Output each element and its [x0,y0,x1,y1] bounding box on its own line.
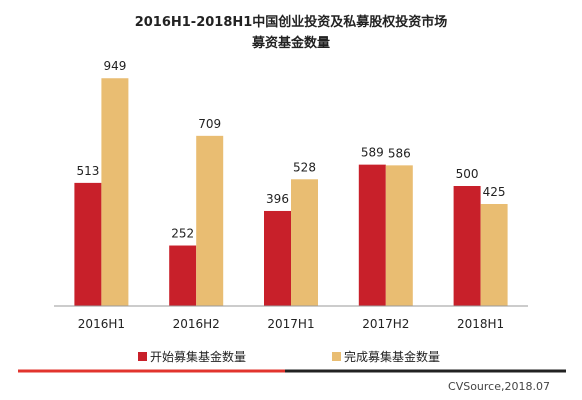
data-label-start-2017H1: 396 [266,192,289,206]
legend-swatch-start [138,352,147,361]
bar-start-2017H1 [264,210,291,306]
bar-start-2018H1 [453,186,481,306]
x-tick-label-2017H1: 2017H1 [267,317,314,331]
data-label-complete-2016H1: 949 [103,59,126,73]
data-label-start-2016H1: 513 [76,164,99,178]
x-tick-label-2016H2: 2016H2 [173,317,220,331]
source-note: CVSource,2018.07 [448,380,550,393]
data-label-complete-2018H1: 425 [483,185,506,199]
legend: 开始募集基金数量 完成募集基金数量 [138,349,440,364]
bar-complete-2018H1 [480,204,508,306]
bar-start-2016H1 [74,182,102,306]
chart-title-line-2: 募资基金数量 [251,35,330,51]
x-tick-label-2016H1: 2016H1 [78,317,125,331]
chart-title-line-1: 2016H1-2018H1中国创业投资及私募股权投资市场 [135,14,448,30]
x-tick-label-2018H1: 2018H1 [457,317,504,331]
bar-complete-2017H2 [385,165,413,306]
bar-start-2017H2 [358,164,386,306]
data-label-complete-2017H2: 586 [388,146,411,160]
bar-complete-2016H2 [196,135,224,306]
bars-layer: 513 949 252 709 396 528 589 586 500 425 [74,59,508,307]
legend-label-start: 开始募集基金数量 [150,349,246,364]
data-label-start-2016H2: 252 [171,227,194,241]
x-axis-ticks: 2016H1 2016H2 2017H1 2017H2 2018H1 [78,317,504,331]
data-label-complete-2016H2: 709 [198,117,221,131]
x-tick-label-2017H2: 2017H2 [362,317,409,331]
data-label-start-2018H1: 500 [456,167,479,181]
data-label-complete-2017H1: 528 [293,160,316,174]
legend-label-complete: 完成募集基金数量 [344,349,440,364]
legend-swatch-complete [332,352,341,361]
data-label-start-2017H2: 589 [361,146,384,160]
bar-complete-2017H1 [291,179,318,306]
bar-complete-2016H1 [101,78,129,307]
bar-start-2016H2 [169,245,197,306]
